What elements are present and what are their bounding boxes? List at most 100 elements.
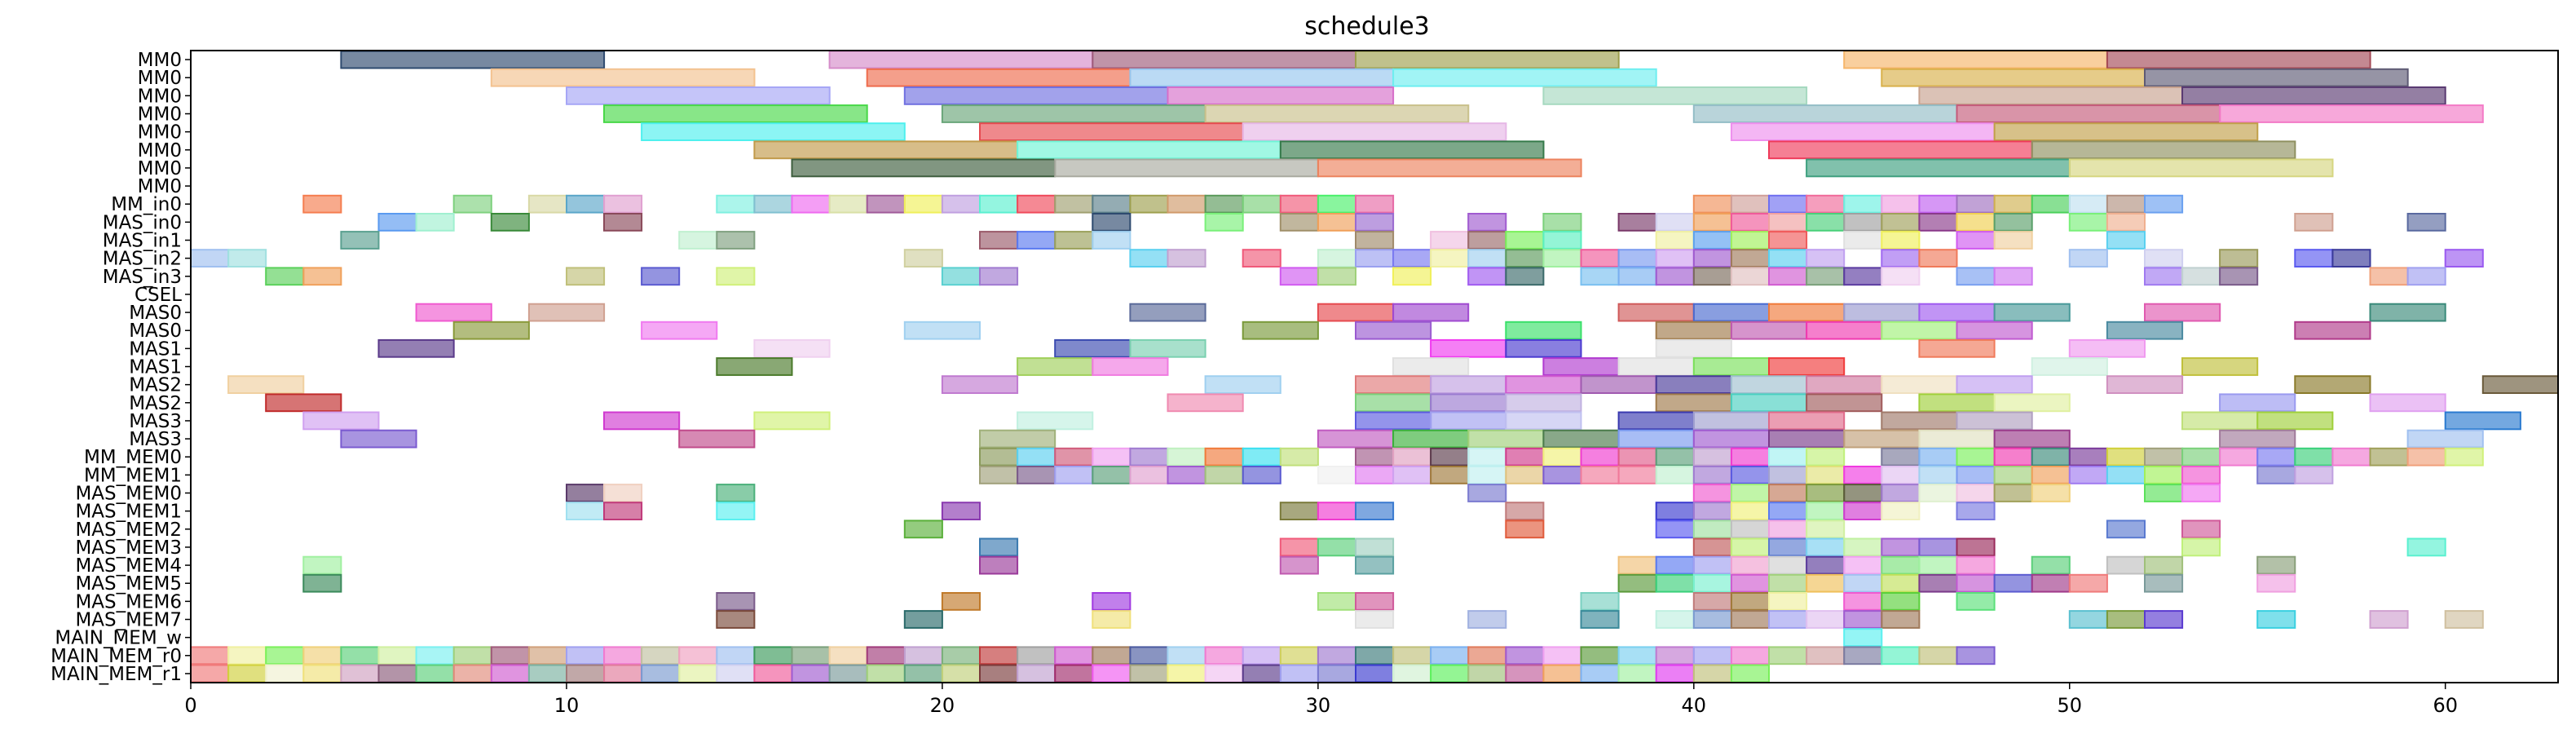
task-bar xyxy=(2256,411,2334,431)
task-bar xyxy=(490,646,530,665)
task-bar xyxy=(1918,393,1996,413)
task-bar xyxy=(1881,573,1921,593)
task-bar xyxy=(1317,429,1395,449)
task-bar xyxy=(1956,502,1996,521)
task-bar xyxy=(2031,140,2296,160)
task-bar xyxy=(1881,321,1958,340)
task-bar xyxy=(1129,249,1169,268)
task-bar xyxy=(1655,573,1695,593)
task-bar xyxy=(227,664,267,683)
task-bar xyxy=(716,484,756,502)
task-bar xyxy=(1054,447,1094,466)
task-bar xyxy=(1655,321,1732,340)
task-bar xyxy=(566,86,831,105)
task-bar xyxy=(2144,267,2184,286)
task-bar xyxy=(716,502,756,521)
task-bar xyxy=(866,194,906,214)
task-bar xyxy=(1505,249,1545,268)
task-bar xyxy=(1806,610,1846,629)
task-bar xyxy=(1505,520,1545,539)
task-bar xyxy=(2369,267,2409,286)
task-bar xyxy=(377,646,417,665)
task-bar xyxy=(1768,249,1808,268)
task-bar xyxy=(490,213,530,232)
task-bar xyxy=(1279,267,1319,286)
task-bar xyxy=(1730,466,1770,484)
task-bar xyxy=(2294,447,2334,466)
task-bar xyxy=(2106,231,2146,250)
task-bar xyxy=(1768,447,1808,466)
task-bar xyxy=(1768,502,1808,521)
task-bar xyxy=(1655,375,1732,395)
task-bar xyxy=(1505,502,1545,521)
task-bar xyxy=(1204,213,1244,232)
task-bar xyxy=(1918,447,1958,466)
task-bar xyxy=(1167,86,1395,105)
task-bar xyxy=(716,357,793,376)
task-bar xyxy=(1505,664,1545,683)
task-bar xyxy=(1956,537,1996,557)
task-bar xyxy=(2031,555,2071,575)
task-bar xyxy=(1279,213,1319,232)
task-bar xyxy=(903,86,1169,105)
task-bar xyxy=(1355,664,1395,683)
task-bar xyxy=(1655,520,1695,539)
task-bar xyxy=(1092,357,1169,376)
task-bar xyxy=(1730,573,1770,593)
task-bar xyxy=(1881,231,1921,250)
y-tick-label: MAS2 xyxy=(129,393,182,414)
task-bar xyxy=(1768,267,1808,286)
task-bar xyxy=(1692,213,1732,232)
task-bar xyxy=(1355,50,1620,69)
task-bar xyxy=(1167,393,1244,413)
task-bar xyxy=(2481,375,2560,395)
task-bar xyxy=(2031,447,2071,466)
task-bar xyxy=(1692,447,1732,466)
task-bar xyxy=(1392,646,1432,665)
task-bar xyxy=(941,592,981,611)
task-bar xyxy=(1768,357,1846,376)
y-tick-label: MAIN_MEM_r0 xyxy=(51,646,182,667)
task-bar xyxy=(2106,321,2184,340)
task-bar xyxy=(828,646,868,665)
task-bar xyxy=(1730,484,1770,502)
task-bar xyxy=(2256,447,2296,466)
task-bar xyxy=(1505,231,1545,250)
task-bar xyxy=(1092,466,1131,484)
task-bar xyxy=(1918,194,1958,214)
task-bar xyxy=(1692,502,1732,521)
y-tick-label: MM0 xyxy=(138,158,182,179)
task-bar xyxy=(1881,194,1921,214)
y-tick-label: MAS2 xyxy=(129,375,182,396)
task-bar xyxy=(1242,249,1281,268)
task-bar xyxy=(377,338,455,358)
task-bar xyxy=(2406,213,2446,232)
task-bar xyxy=(2219,393,2296,413)
chart-title: schedule3 xyxy=(1304,12,1430,41)
task-bar xyxy=(1692,466,1732,484)
task-bar xyxy=(1467,249,1507,268)
y-tick-label: MM_in0 xyxy=(111,194,182,215)
task-bar xyxy=(1355,231,1395,250)
y-tick-label: MAIN_MEM_w xyxy=(55,628,182,649)
task-bar xyxy=(1505,375,1582,395)
task-bar xyxy=(1580,447,1620,466)
task-bar xyxy=(1768,537,1808,557)
task-bar xyxy=(1768,231,1808,250)
task-bar xyxy=(1768,592,1808,611)
task-bar xyxy=(1542,466,1582,484)
task-bar xyxy=(1092,664,1131,683)
task-bar xyxy=(2331,447,2371,466)
task-bar xyxy=(1692,664,1732,683)
task-bar xyxy=(2068,447,2108,466)
task-bar xyxy=(1580,466,1620,484)
task-bar xyxy=(190,646,230,665)
task-bar xyxy=(1655,231,1695,250)
task-bar xyxy=(2031,484,2071,502)
task-bar xyxy=(1467,646,1507,665)
task-bar xyxy=(2106,194,2146,214)
task-bar xyxy=(2444,249,2484,268)
task-bar xyxy=(1617,447,1657,466)
task-bar xyxy=(1279,194,1319,214)
task-bar xyxy=(1017,194,1056,214)
